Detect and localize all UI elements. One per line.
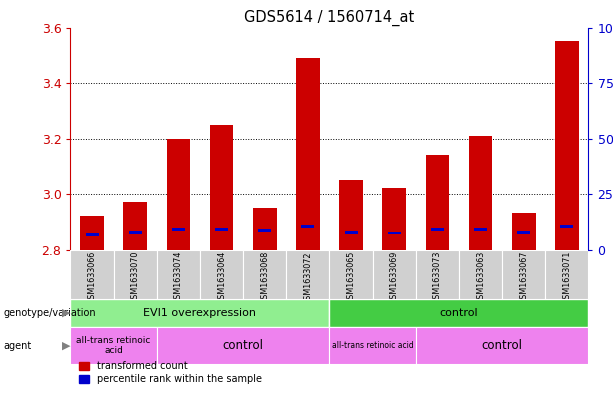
Legend: transformed count, percentile rank within the sample: transformed count, percentile rank withi… [75,358,265,388]
Bar [387,231,401,234]
Bar [474,228,487,231]
Bar [469,136,492,250]
Bar [345,231,357,234]
Bar [560,226,573,228]
Bar [215,228,228,231]
Bar [157,250,200,299]
Bar [502,250,546,299]
Bar [157,327,330,364]
Bar [113,250,157,299]
Text: GSM1633070: GSM1633070 [131,251,140,305]
Text: GSM1633063: GSM1633063 [476,251,485,304]
Text: agent: agent [3,341,31,351]
Bar [80,216,104,250]
Bar [431,228,444,231]
Text: control: control [482,339,523,352]
Text: GSM1633073: GSM1633073 [433,251,442,305]
Text: genotype/variation: genotype/variation [3,308,96,318]
Bar [243,250,286,299]
Text: EVI1 overexpression: EVI1 overexpression [143,308,256,318]
Text: GSM1633064: GSM1633064 [217,251,226,304]
Bar [416,327,588,364]
Bar [330,327,416,364]
Bar [86,233,99,236]
Bar [555,41,579,250]
Text: all-trans retinoic
acid: all-trans retinoic acid [77,336,151,355]
Bar [210,125,234,250]
Text: GSM1633074: GSM1633074 [174,251,183,305]
Text: control: control [440,308,478,318]
Bar [373,250,416,299]
Bar [302,226,314,228]
Bar [459,250,502,299]
Bar [253,208,276,250]
Bar [200,250,243,299]
Bar [70,327,157,364]
Bar [330,250,373,299]
Bar [416,250,459,299]
Bar [512,213,536,250]
Bar [517,231,530,234]
Bar [330,299,588,327]
Title: GDS5614 / 1560714_at: GDS5614 / 1560714_at [245,10,414,26]
Text: GSM1633072: GSM1633072 [303,251,313,305]
Bar [129,231,142,234]
Bar [172,228,185,231]
Bar [70,299,330,327]
Bar [296,58,320,250]
Text: all-trans retinoic acid: all-trans retinoic acid [332,341,414,350]
Text: GSM1633071: GSM1633071 [562,251,571,305]
Text: GSM1633066: GSM1633066 [88,251,97,304]
Bar [123,202,147,250]
Bar [167,139,190,250]
Text: GSM1633065: GSM1633065 [346,251,356,305]
Bar [70,250,113,299]
Text: GSM1633068: GSM1633068 [261,251,269,304]
Text: ▶: ▶ [62,308,70,318]
Bar [546,250,588,299]
Bar [339,180,363,250]
Text: ▶: ▶ [62,341,70,351]
Text: control: control [223,339,264,352]
Bar [425,155,449,250]
Bar [286,250,330,299]
Text: GSM1633067: GSM1633067 [519,251,528,305]
Text: GSM1633069: GSM1633069 [390,251,398,305]
Bar [383,189,406,250]
Bar [258,229,272,232]
